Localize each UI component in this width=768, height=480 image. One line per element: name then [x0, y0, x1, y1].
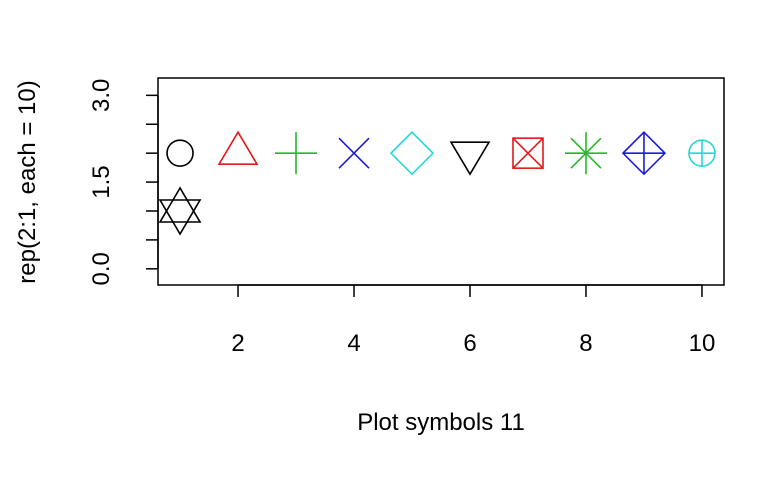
point-asterisk	[564, 132, 607, 175]
y-tick-label: 3.0	[88, 79, 115, 112]
point-star-of-david	[158, 186, 202, 236]
data-points	[158, 130, 716, 236]
point-circle-plus	[688, 139, 716, 167]
x-tick-label: 4	[347, 330, 360, 357]
point-triangle-down	[449, 141, 491, 176]
y-axis-label: rep(2:1, each = 10)	[14, 80, 41, 283]
point-cross	[338, 137, 370, 169]
point-diamond-plus	[621, 131, 667, 176]
x-tick-label: 10	[689, 330, 716, 357]
y-tick-label: 0.0	[88, 252, 115, 285]
x-axis-label: Plot symbols 11	[357, 409, 525, 436]
y-axis: 0.0 1.5 3.0	[88, 79, 159, 285]
point-diamond	[389, 131, 435, 176]
y-tick-label: 1.5	[88, 165, 115, 198]
plot-frame	[157, 77, 725, 286]
point-circle	[166, 139, 194, 167]
point-square-cross	[512, 137, 544, 169]
x-axis: 2 4 6 8 10	[231, 284, 716, 357]
x-tick-label: 2	[231, 330, 244, 357]
point-plus	[275, 132, 318, 175]
x-tick-label: 8	[579, 330, 592, 357]
x-tick-label: 6	[463, 330, 476, 357]
point-triangle-up	[217, 130, 259, 165]
